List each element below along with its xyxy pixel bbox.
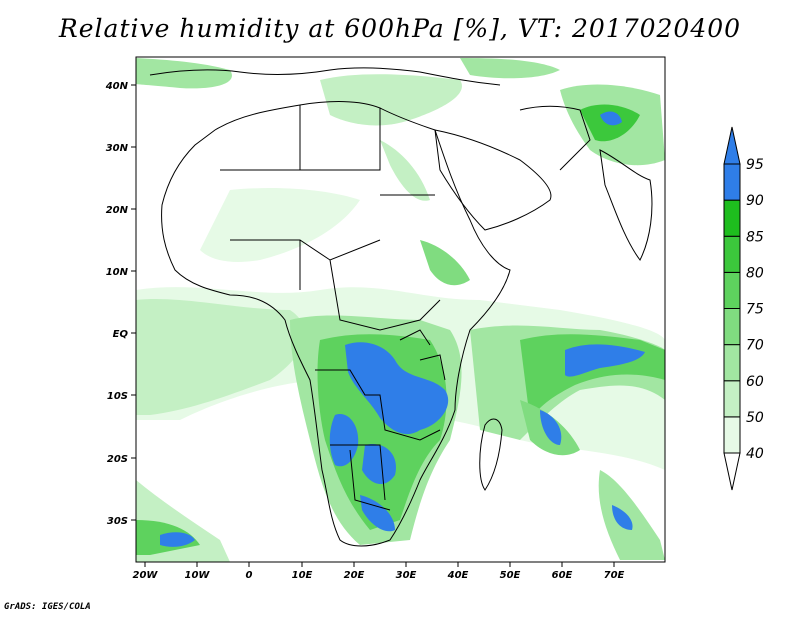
colorbar-segment [723,235,741,273]
lon-tick-label: 10E [292,570,313,581]
software-credit: GrADS: IGES/COLA [4,602,91,612]
lon-tick-label: 40E [447,570,469,581]
lon-tick-label: 30E [396,570,417,581]
colorbar-segment [723,308,741,346]
colorbar-label: 80 [746,265,764,281]
chart-title: Relative humidity at 600hPa [%], VT: 201… [58,14,742,43]
lat-tick-label: 30N [106,143,129,154]
colorbar-segment [723,271,741,309]
colorbar-segment [723,199,741,237]
colorbar-label: 95 [746,157,764,173]
lat-tick-label: EQ [113,329,129,340]
lat-tick-label: 40N [105,81,129,92]
lat-axis: 40N 30N 20N 10N EQ 10S 20S 30S [105,81,136,527]
colorbar-segment [723,416,741,454]
colorbar-segment [723,380,741,418]
lon-tick-label: 20E [344,570,365,581]
colorbar-label: 50 [746,410,764,426]
lon-tick-label: 60E [552,570,573,581]
lon-tick-label: 0 [246,570,253,581]
lat-tick-label: 10N [106,267,129,278]
map-frame [135,56,666,563]
lat-tick-label: 30S [107,516,128,527]
lon-tick-label: 70E [604,570,625,581]
colorbar-label: 85 [746,229,764,245]
colorbar-over-arrow [723,126,741,165]
lon-tick-label: 50E [500,570,521,581]
lon-axis: 20W 10W 0 10E 20E 30E 40E 50E 60E 70E [133,562,625,581]
lat-tick-label: 10S [107,391,128,402]
colorbar-label: 75 [746,302,764,318]
colorbar-segment [723,344,741,382]
humidity-field [136,58,665,562]
lon-tick-label: 10W [185,570,211,581]
lat-tick-label: 20S [107,454,128,465]
colorbar-label: 60 [746,374,764,390]
lat-tick-label: 20N [106,205,129,216]
colorbar-label: 90 [746,193,764,209]
coastlines [149,67,653,547]
colorbar-label: 40 [746,446,764,462]
colorbar: 40 50 60 70 75 80 85 90 95 [723,126,764,491]
colorbar-label: 70 [746,338,764,354]
lon-tick-label: 20W [133,570,159,581]
colorbar-segment [723,163,741,201]
colorbar-under-arrow [723,452,741,491]
